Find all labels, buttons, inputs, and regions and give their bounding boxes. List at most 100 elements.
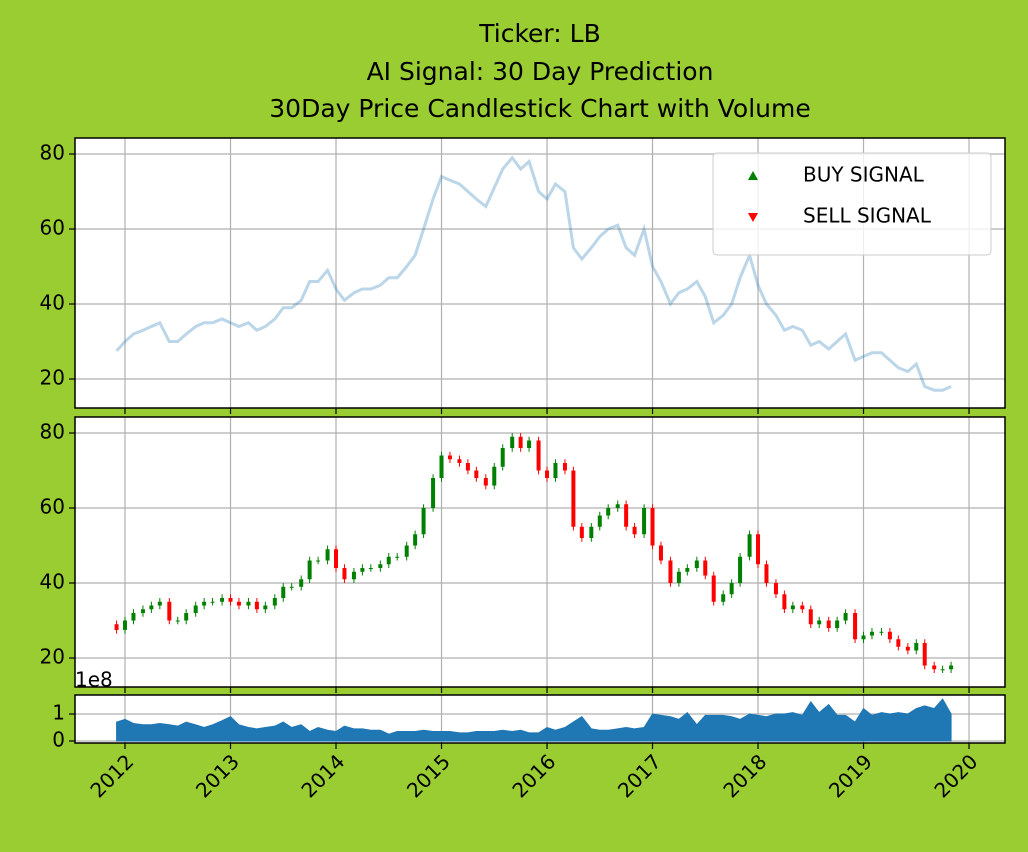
candle-body	[817, 620, 822, 625]
legend-label: SELL SIGNAL	[803, 204, 932, 228]
candle-body	[439, 455, 444, 479]
legend-marker	[748, 171, 758, 180]
candle-body	[500, 448, 505, 467]
candle-body	[289, 586, 294, 588]
candle-body	[351, 571, 356, 580]
candle-body	[193, 605, 198, 614]
candle-body	[940, 669, 945, 671]
legend: BUY SIGNAL SELL SIGNAL	[712, 152, 992, 256]
candle-body	[378, 564, 383, 569]
candle-body	[272, 598, 277, 606]
candle-body	[545, 470, 550, 479]
legend-box	[712, 152, 992, 256]
candle-body	[281, 586, 286, 599]
candle-body	[650, 508, 655, 546]
candle-body	[694, 560, 699, 569]
chart-title: Ticker: LB	[478, 19, 600, 48]
plot-frame	[74, 137, 1006, 409]
candle-body	[263, 605, 268, 610]
candle-body	[140, 609, 145, 614]
candle-body	[368, 568, 373, 570]
candle-body	[887, 631, 892, 640]
y-tick-label: 80	[40, 141, 65, 165]
candle-body	[404, 545, 409, 557]
y-tick-label: 80	[40, 420, 65, 444]
candle-body	[510, 436, 515, 449]
candle-body	[421, 508, 426, 535]
candle-body	[826, 620, 831, 629]
candle-body	[773, 583, 778, 595]
candle-body	[808, 609, 813, 625]
candle-body	[800, 605, 805, 610]
legend-marker	[748, 213, 758, 222]
y-tick-label: 60	[40, 495, 65, 519]
candle-body	[949, 665, 954, 670]
chart-title: AI Signal: 30 Day Prediction	[367, 57, 714, 86]
candle-body	[553, 463, 558, 479]
candle-body	[861, 635, 866, 640]
candle-body	[606, 508, 611, 516]
candle-body	[228, 598, 233, 602]
candle-body	[738, 556, 743, 584]
y-tick-label: 40	[40, 570, 65, 594]
candle-body	[597, 515, 602, 527]
plot-frame	[74, 694, 1006, 744]
candle-body	[202, 601, 207, 606]
candle-body	[835, 620, 840, 629]
volume-area	[116, 698, 952, 742]
candle-body	[254, 601, 259, 610]
candle-body	[782, 594, 787, 610]
candle-body	[360, 568, 365, 572]
candle-body	[756, 534, 761, 565]
candle-body	[843, 613, 848, 621]
candle-body	[447, 455, 452, 460]
y-tick-label: 40	[40, 291, 65, 315]
candle-body	[615, 504, 620, 509]
candle-body	[457, 459, 462, 464]
candle-body	[465, 463, 470, 471]
candle-body	[527, 440, 532, 449]
candle-body	[747, 534, 752, 557]
chart-title: 30Day Price Candlestick Chart with Volum…	[269, 94, 810, 123]
y-tick-label: 20	[40, 366, 65, 390]
price-line	[115, 155, 952, 392]
y-tick-label: 60	[40, 216, 65, 240]
candle-body	[790, 605, 795, 610]
candle-body	[334, 549, 339, 569]
candle-body	[167, 601, 172, 621]
candle-body	[896, 639, 901, 647]
candle-body	[642, 508, 647, 535]
candle-body	[579, 526, 584, 539]
candle-body	[431, 478, 436, 509]
candle-body	[114, 624, 119, 630]
candle-body	[632, 526, 637, 535]
candle-body	[879, 631, 884, 633]
candle-body	[914, 643, 919, 651]
candle-body	[624, 504, 629, 527]
candle-body	[703, 560, 708, 576]
candle-body	[685, 568, 690, 572]
candle-body	[246, 601, 251, 606]
candle-body	[869, 631, 874, 636]
candle-body	[571, 470, 576, 527]
y-tick-label: 1	[52, 701, 65, 725]
candle-body	[184, 613, 189, 621]
candle-body	[342, 568, 347, 580]
candle-body	[764, 564, 769, 584]
candle-body	[325, 549, 330, 561]
candle-body	[711, 575, 716, 602]
candle-body	[729, 583, 734, 595]
candle-body	[386, 556, 391, 565]
candle-body	[492, 466, 497, 486]
candle-body	[589, 526, 594, 539]
candle-body	[149, 605, 154, 610]
candle-body	[853, 613, 858, 640]
candle-body	[922, 643, 927, 666]
candle-body	[536, 440, 541, 471]
candle-body	[658, 545, 663, 561]
candle-body	[123, 620, 128, 630]
candle-body	[562, 463, 567, 471]
candle-body	[668, 560, 673, 584]
candle-body	[483, 478, 488, 486]
